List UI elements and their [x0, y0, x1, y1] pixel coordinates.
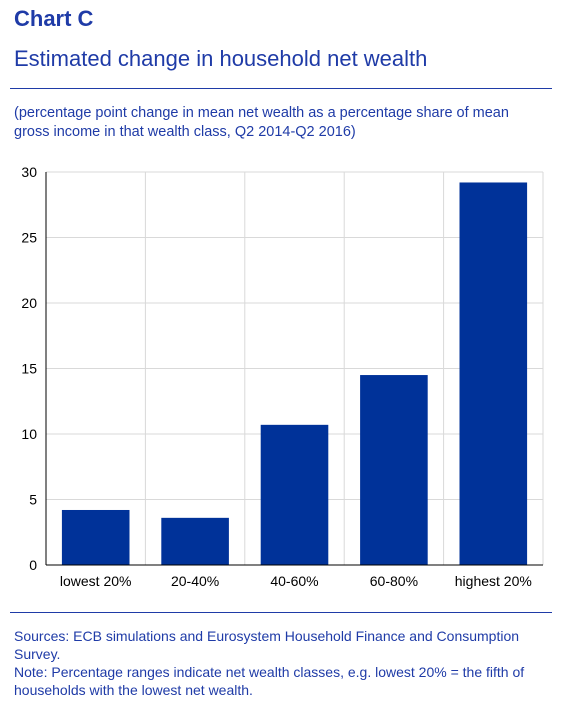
bar	[459, 182, 528, 566]
x-tick-label: highest 20%	[455, 573, 532, 589]
chart-subtitle: (percentage point change in mean net wea…	[14, 105, 509, 140]
y-tick-label: 25	[21, 230, 37, 246]
bar	[360, 375, 428, 565]
y-tick-label: 15	[21, 361, 37, 377]
x-tick-label: lowest 20%	[60, 573, 132, 589]
x-tick-label: 20-40%	[171, 573, 219, 589]
title-divider	[10, 88, 552, 89]
chart-title: Estimated change in household net wealth	[14, 46, 428, 71]
methodology-note: Note: Percentage ranges indicate net wea…	[14, 664, 525, 698]
bar-chart: 0 5 10 15 20 25 30 lowest 20% 20-40% 40-60% 60-80%…	[21, 164, 544, 589]
x-tick-label: 60-80%	[370, 573, 418, 589]
y-tick-label: 0	[29, 557, 37, 573]
chart-label: Chart C	[14, 6, 94, 31]
chart-footer: Sources: ECB simulations and Eurosystem …	[14, 627, 554, 699]
bar	[161, 517, 229, 565]
footer-divider	[10, 612, 552, 613]
y-tick-label: 30	[21, 164, 37, 180]
x-tick-label: 40-60%	[270, 573, 318, 589]
bar	[260, 424, 329, 565]
y-tick-label: 10	[21, 426, 37, 442]
sources-note: Sources: ECB simulations and Eurosystem …	[14, 628, 520, 662]
y-tick-label: 5	[29, 492, 37, 508]
bar	[61, 509, 130, 565]
y-tick-label: 20	[21, 295, 37, 311]
